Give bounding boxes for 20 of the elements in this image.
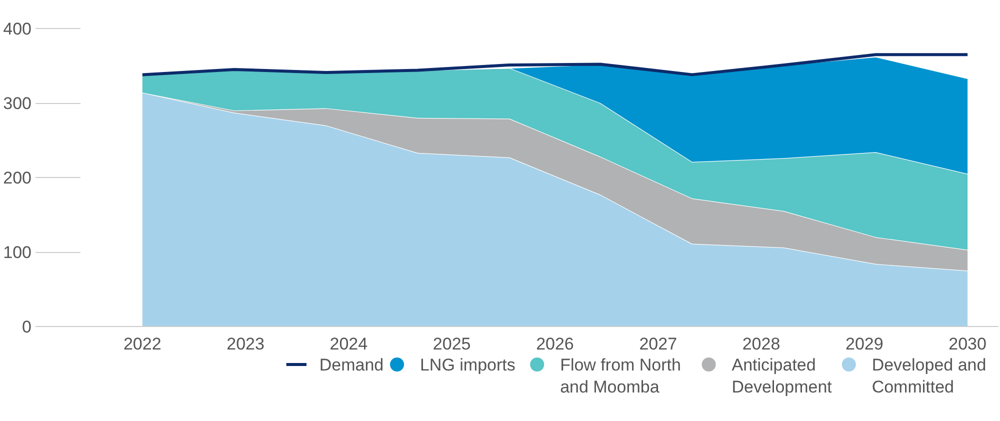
x-tick-label: 2023	[226, 334, 264, 354]
x-tick-label: 2028	[742, 334, 780, 354]
y-tick-label: 100	[3, 243, 32, 262]
y-tick-label: 400	[3, 20, 32, 38]
x-tick-label: 2026	[536, 334, 574, 354]
legend-label: LNG imports	[420, 356, 516, 374]
legend-label: Developed and Committed	[872, 356, 986, 396]
legend-label: Flow from North and Moomba	[560, 356, 681, 396]
x-tick-label: 2027	[639, 334, 678, 354]
x-tick-label: 2024	[330, 334, 368, 354]
y-tick-label: 0	[22, 318, 32, 336]
legend-label: Anticipated Development	[732, 356, 832, 396]
y-tick-label: 200	[3, 168, 32, 188]
legend-label: Demand	[319, 356, 384, 374]
x-tick-label: 2025	[432, 334, 471, 354]
x-tick-label: 2029	[846, 334, 884, 354]
line-series	[140, 53, 970, 76]
y-tick-label: 300	[3, 94, 32, 113]
x-tick-label: 2030	[948, 334, 986, 354]
x-tick-label: 2022	[123, 334, 162, 354]
